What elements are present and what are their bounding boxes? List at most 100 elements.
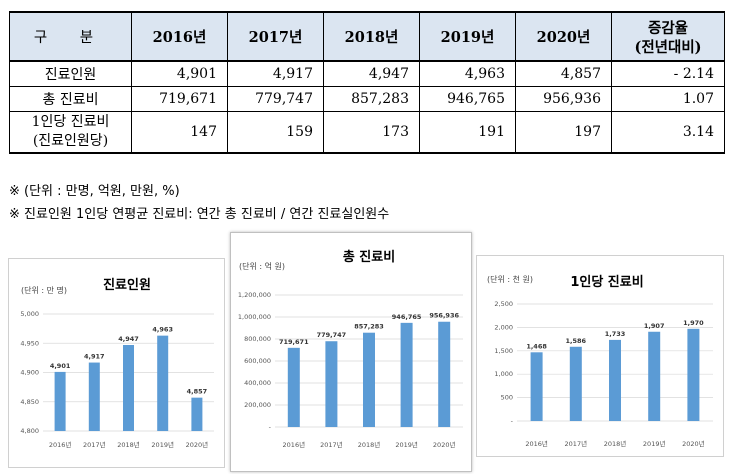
data-label: 1,907 [644,322,665,330]
bar [530,352,543,421]
bar [123,345,134,431]
bar [438,321,451,427]
chart-cost-per-person: 1인당 진료비 (단위 : 천 원) - 500 1,000 1,500 2,000 2,50… [476,255,724,457]
x-tick-label: 2018년 [358,440,381,449]
row-label: 진료인원 [9,60,132,87]
data-label: 956,936 [429,312,459,320]
y-tick-label: 1,500 [494,347,513,355]
table-cell: 4,857 [515,60,612,87]
data-label: 4,917 [84,353,105,361]
bar [687,328,700,421]
data-label: 4,901 [50,362,71,370]
table-cell: 956,936 [515,86,612,112]
bar [569,346,582,421]
y-tick-label: - [269,423,272,431]
x-tick-label: 2016년 [283,440,306,449]
header-year: 2018년 [323,11,420,62]
x-tick-label: 2018년 [604,439,627,448]
y-tick-label: 4,800 [20,427,39,435]
y-tick-label: 500 [501,394,513,402]
bar [400,322,413,427]
x-tick-label: 2020년 [682,439,705,448]
y-tick-label: 1,000 [494,370,513,378]
x-tick-label: 2017년 [83,440,106,449]
chart-title: 1인당 진료비 [570,274,643,290]
x-tick-label: 2020년 [433,440,456,449]
bar [609,339,621,421]
table-cell: 4,947 [323,60,420,87]
y-tick-label: 4,950 [20,339,39,347]
table-cell: 173 [323,111,420,154]
unit-note: ※ (단위 : 만명, 억원, 만원, %) [9,184,180,199]
header-year: 2016년 [131,11,228,62]
x-tick-label: 2018년 [117,440,140,449]
table-cell: 197 [515,111,612,154]
table-row: 총 진료비 719,671 779,747 857,283 946,765 95… [9,86,725,112]
table-cell: 719,671 [131,86,228,112]
table-header-row: 구 분 2016년 2017년 2018년 2019년 2020년 증감율 (전… [9,11,725,62]
y-tick-label: 1,200,000 [238,291,271,299]
table-cell: 4,963 [419,60,516,87]
table-cell: 4,917 [227,60,324,87]
y-tick-label: 5,000 [20,310,39,318]
table-cell: 147 [131,111,228,154]
bar [88,362,100,431]
data-label: 719,671 [279,338,309,346]
x-tick-label: 2020년 [186,440,209,449]
chart-total-cost: 총 진료비 (단위 : 억 원) - 200,000 400,000 600,000 800… [230,232,472,472]
bar [648,331,661,421]
x-tick-label: 2017년 [565,439,588,448]
table-cell: 779,747 [227,86,324,112]
header-rate: 증감율 (전년대비) [611,11,725,62]
y-tick-label: 4,850 [20,398,39,406]
table-cell: 191 [419,111,516,154]
bar [54,371,66,431]
x-tick-label: 2019년 [643,439,666,448]
table-row: 1인당 진료비 (진료인원당) 147 159 173 191 197 3.14 [9,111,725,154]
chart-unit-label: (단위 : 억 원) [239,261,285,271]
x-tick-label: 2017년 [320,440,343,449]
data-label: 1,733 [605,330,626,338]
chart-unit-label: (단위 : 천 원) [487,274,533,284]
header-category: 구 분 [9,11,132,62]
y-tick-label: 600,000 [244,357,271,365]
y-tick-label: 4,900 [20,369,39,377]
chart-svg: 1인당 진료비 (단위 : 천 원) - 500 1,000 1,500 2,000 2,50… [487,274,713,448]
x-tick-label: 2016년 [525,439,548,448]
data-label: 857,283 [354,323,384,331]
row-label: 총 진료비 [9,86,132,112]
table-cell: 159 [227,111,324,154]
bar [191,397,203,431]
x-tick-label: 2019년 [395,440,418,449]
y-tick-label: 1,000,000 [238,313,271,321]
table-cell: 946,765 [419,86,516,112]
rate-cell: 3.14 [611,111,725,154]
chart-unit-label: (단위 : 만 명) [21,285,67,295]
y-tick-label: - [511,417,514,425]
header-year: 2017년 [227,11,324,62]
rate-cell: 1.07 [611,86,725,112]
y-tick-label: 800,000 [244,335,271,343]
data-label: 1,468 [526,342,547,350]
formula-note: ※ 진료인원 1인당 연평균 진료비: 연간 총 진료비 / 연간 진료실인원수 [9,207,390,222]
chart-title: 진료인원 [103,277,151,293]
statistics-table: 구 분 2016년 2017년 2018년 2019년 2020년 증감율 (전… [9,11,725,154]
data-label: 4,947 [118,335,139,343]
data-label: 1,586 [566,337,587,345]
chart-svg: 총 진료비 (단위 : 억 원) - 200,000 400,000 600,000 800… [238,249,463,449]
table-row: 진료인원 4,901 4,917 4,947 4,963 4,857 - 2.1… [9,60,725,87]
chart-patients: 진료인원 (단위 : 만 명) 4,800 4,850 4,900 4,950 5,000 4… [8,258,225,468]
y-tick-label: 2,000 [494,323,513,331]
data-label: 779,747 [317,331,347,339]
bar [363,332,375,427]
data-label: 4,963 [152,326,173,334]
y-tick-label: 400,000 [244,379,271,387]
bar [325,341,338,427]
header-year: 2019년 [419,11,516,62]
rate-cell: - 2.14 [611,60,725,87]
row-label: 1인당 진료비 (진료인원당) [9,111,132,154]
header-year: 2020년 [515,11,612,62]
x-tick-label: 2019년 [151,440,174,449]
data-label: 946,765 [392,313,422,321]
chart-title: 총 진료비 [343,249,395,265]
